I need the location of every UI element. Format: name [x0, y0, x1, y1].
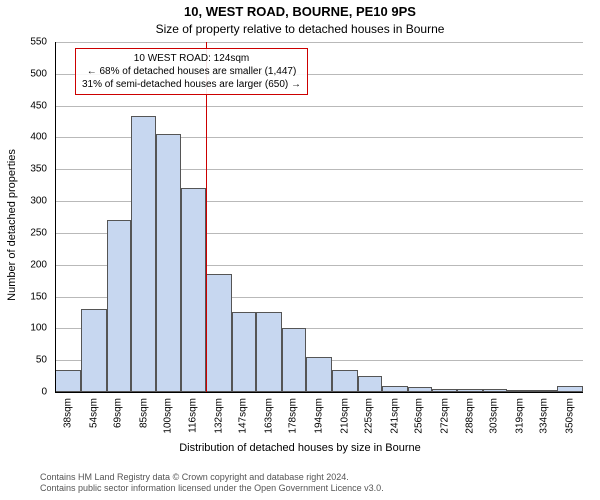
y-tick-label: 250 [17, 227, 47, 238]
y-tick-label: 400 [17, 132, 47, 143]
x-tick-label: 85sqm [138, 398, 149, 428]
histogram-bar [332, 370, 358, 392]
x-tick-label: 116sqm [188, 398, 199, 433]
x-tick-label: 334sqm [539, 398, 550, 434]
y-tick-label: 150 [17, 291, 47, 302]
y-tick-label: 450 [17, 100, 47, 111]
y-tick-label: 300 [17, 196, 47, 207]
y-tick-label: 50 [17, 355, 47, 366]
x-tick-label: 194sqm [314, 398, 325, 434]
chart-container: 10, WEST ROAD, BOURNE, PE10 9PS Size of … [0, 0, 600, 500]
histogram-bar [206, 274, 232, 392]
x-tick-label: 272sqm [439, 398, 450, 434]
x-tick-label: 241sqm [389, 398, 400, 434]
x-tick-label: 54sqm [88, 398, 99, 428]
y-tick-label: 350 [17, 164, 47, 175]
footer-line1: Contains HM Land Registry data © Crown c… [40, 472, 384, 483]
x-tick-label: 225sqm [363, 398, 374, 434]
histogram-bar [181, 188, 207, 392]
y-axis-line [55, 42, 56, 392]
histogram-bar [232, 312, 256, 392]
footer-credits: Contains HM Land Registry data © Crown c… [40, 472, 384, 495]
annotation-line2: ← 68% of detached houses are smaller (1,… [82, 65, 301, 78]
x-tick-label: 69sqm [112, 398, 123, 428]
histogram-bar [282, 328, 306, 392]
gridline [55, 42, 583, 43]
annotation-line1: 10 WEST ROAD: 124sqm [82, 52, 301, 65]
x-tick-label: 288sqm [465, 398, 476, 434]
histogram-bar [55, 370, 81, 392]
y-tick-label: 0 [17, 387, 47, 398]
x-axis-label: Distribution of detached houses by size … [0, 442, 600, 454]
annotation-box: 10 WEST ROAD: 124sqm← 68% of detached ho… [75, 48, 308, 95]
chart-title-line2: Size of property relative to detached ho… [0, 22, 600, 36]
x-axis-line [55, 392, 583, 393]
histogram-bar [81, 309, 107, 392]
x-tick-label: 38sqm [62, 398, 73, 428]
y-tick-label: 500 [17, 68, 47, 79]
chart-title-line1: 10, WEST ROAD, BOURNE, PE10 9PS [0, 4, 600, 19]
x-tick-label: 132sqm [214, 398, 225, 434]
x-tick-label: 303sqm [489, 398, 500, 434]
histogram-bar [256, 312, 282, 392]
x-tick-label: 178sqm [288, 398, 299, 434]
y-tick-label: 550 [17, 37, 47, 48]
x-tick-label: 163sqm [264, 398, 275, 434]
footer-line2: Contains public sector information licen… [40, 483, 384, 494]
plot-area: 05010015020025030035040045050055038sqm54… [55, 42, 583, 392]
histogram-bar [131, 116, 157, 392]
histogram-bar [306, 357, 332, 392]
x-tick-label: 210sqm [339, 398, 350, 434]
histogram-bar [156, 134, 180, 392]
y-tick-label: 200 [17, 259, 47, 270]
x-tick-label: 147sqm [238, 398, 249, 434]
y-tick-label: 100 [17, 323, 47, 334]
x-tick-label: 350sqm [565, 398, 576, 434]
gridline [55, 106, 583, 107]
histogram-bar [358, 376, 382, 392]
x-tick-label: 100sqm [162, 398, 173, 434]
annotation-line3: 31% of semi-detached houses are larger (… [82, 78, 301, 91]
x-tick-label: 256sqm [413, 398, 424, 434]
x-tick-label: 319sqm [515, 398, 526, 434]
histogram-bar [107, 220, 131, 392]
